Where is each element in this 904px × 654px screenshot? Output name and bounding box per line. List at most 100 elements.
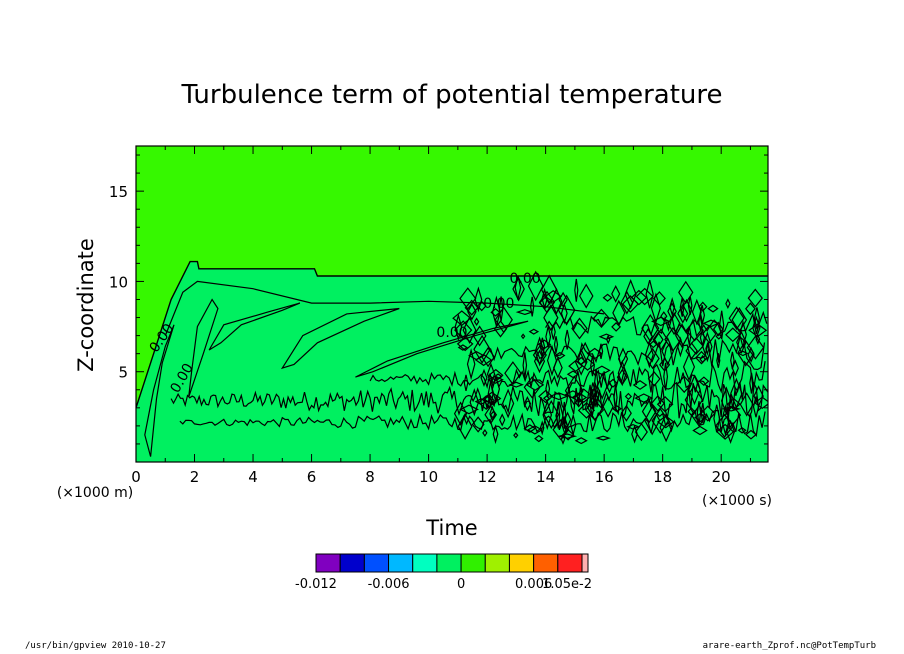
- contour-cell: [459, 404, 479, 415]
- x-tick-label: 20: [712, 468, 731, 486]
- contour-cell: [664, 326, 682, 353]
- contour-cell: [656, 415, 675, 429]
- contour-cell: [529, 296, 535, 317]
- colorbar-tick-label: 1.05e-2: [542, 577, 592, 592]
- contour-cell: [647, 371, 661, 387]
- contour-cell: [453, 401, 468, 426]
- colorbar-cell: [388, 553, 414, 573]
- contour-cell: [745, 302, 756, 316]
- contour-cell: [574, 388, 593, 403]
- plot-frame: [135, 145, 769, 463]
- contour-cell: [472, 325, 487, 347]
- contour-cell: [606, 334, 611, 345]
- contour-cell: [532, 344, 547, 366]
- contour-cell: [491, 295, 501, 329]
- contour-cell: [687, 406, 696, 417]
- colorbar-cell: [581, 553, 589, 573]
- contour-cell: [701, 324, 717, 344]
- contour-line: [545, 310, 768, 338]
- contour-cell: [644, 340, 654, 369]
- contour-cell: [542, 399, 553, 431]
- contour-cell: [471, 416, 485, 433]
- contour-cell: [753, 307, 761, 330]
- contour-cell: [598, 333, 615, 340]
- x-tick-label: 8: [365, 468, 375, 486]
- contour-cell: [652, 291, 666, 306]
- contour-cell: [632, 379, 648, 390]
- contour-cell: [737, 350, 749, 357]
- contour-cell: [595, 435, 611, 441]
- contour-cell: [598, 343, 604, 360]
- contour-cell: [677, 303, 689, 324]
- contour-cell: [568, 359, 584, 373]
- contour-cell: [616, 368, 628, 386]
- colorbar-cell: [412, 553, 438, 573]
- contour-cell: [523, 424, 537, 433]
- contour-cell: [650, 394, 665, 412]
- contour-cell: [611, 322, 622, 332]
- contour-cell: [620, 404, 632, 422]
- contour-cell: [550, 324, 556, 340]
- colorbar-tick-label: -0.006: [368, 577, 410, 592]
- plot-area: 0.000.000.000.000.000 2 4 6 8 10 12 14 16 18 20510…: [109, 145, 769, 486]
- contour-cell: [570, 413, 577, 437]
- contour-cell: [464, 299, 479, 316]
- contour-cell: [611, 284, 621, 303]
- contour-cell: [558, 291, 568, 308]
- colorbar-cell: [460, 553, 486, 573]
- contour-cell: [651, 407, 670, 434]
- contour-cell: [755, 333, 761, 345]
- contour-cell: [469, 388, 480, 417]
- contour-cell: [626, 423, 640, 430]
- contour-cell: [552, 418, 570, 441]
- contour-cell: [556, 401, 561, 429]
- contour-cell: [753, 396, 768, 410]
- contour-cell: [635, 287, 654, 306]
- contour-cell: [617, 347, 629, 371]
- contour-cell: [752, 396, 760, 418]
- contour-cell: [747, 288, 763, 308]
- contour-cell: [538, 389, 554, 404]
- contour-cell: [669, 297, 676, 317]
- chart-title: Turbulence term of potential temperature: [180, 80, 722, 110]
- contour-cell: [707, 304, 719, 313]
- contour-cell: [508, 381, 524, 388]
- colorbar-cell: [436, 553, 462, 573]
- x-tick-label: 2: [190, 468, 200, 486]
- contour-cell: [522, 352, 528, 379]
- x-tick-label: 4: [248, 468, 258, 486]
- colorbar-cell: [533, 553, 559, 573]
- contour-cell: [621, 295, 639, 313]
- contour-cell: [687, 296, 693, 315]
- contour-cell: [739, 319, 747, 350]
- contour-cell: [649, 340, 658, 349]
- contour-cell: [499, 413, 506, 427]
- contour-cell: [493, 373, 503, 380]
- contour-line: [188, 298, 219, 398]
- contour-cell: [702, 331, 713, 363]
- colorbar-tick-label: 0: [457, 577, 465, 592]
- contour-cell: [678, 280, 694, 305]
- contour-cell: [473, 334, 491, 364]
- contour-cell: [645, 279, 654, 309]
- contour-cell: [745, 429, 757, 440]
- contour-cell: [534, 336, 545, 367]
- contour-line: [144, 324, 175, 457]
- x-tick-label: 6: [307, 468, 317, 486]
- contour-cell: [520, 333, 526, 340]
- contour-cell: [725, 298, 731, 309]
- contour-cell: [515, 309, 534, 316]
- contour-cell: [527, 270, 544, 302]
- contour-cell: [736, 339, 755, 367]
- contour-cell: [466, 348, 476, 381]
- contour-label: 0.00: [483, 296, 514, 312]
- contour-cell: [480, 368, 488, 387]
- contour-cell: [556, 433, 578, 439]
- contour-cell: [730, 351, 735, 370]
- y-axis-label: Z-coordinate: [74, 238, 98, 372]
- contour-cell: [736, 330, 747, 354]
- contour-cell: [728, 306, 745, 331]
- contour-cell: [700, 405, 716, 422]
- contour-cell: [588, 388, 596, 417]
